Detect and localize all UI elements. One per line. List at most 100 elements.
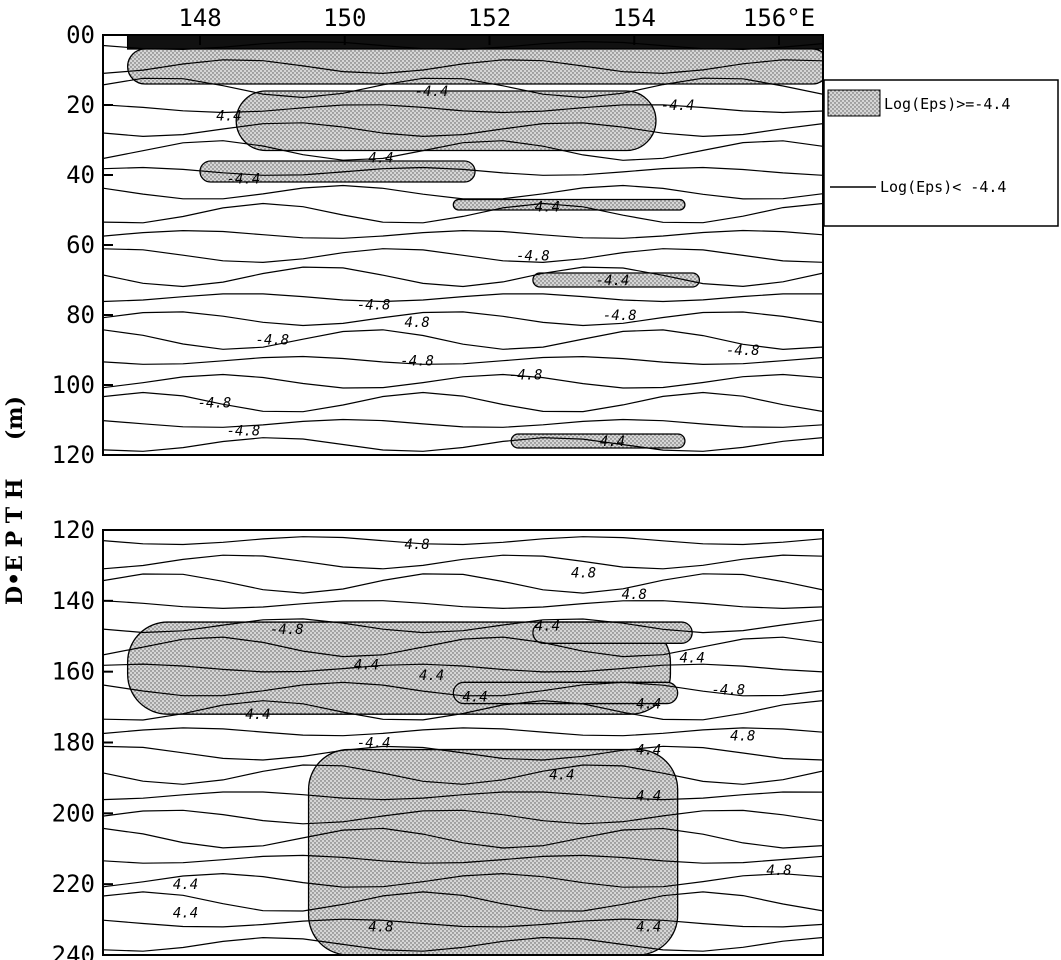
lower-contour-label-18: 4.4 [173, 877, 198, 893]
lower-contour-label-19: 4.4 [173, 906, 198, 922]
lower-contour-label-10: 4.4 [636, 697, 661, 713]
lower-contour-line-10 [103, 745, 823, 761]
upper-contour-label-15: -4.8 [198, 396, 232, 412]
upper-contour-line-18 [103, 418, 823, 428]
lower-contour-line-2 [103, 573, 823, 594]
upper-panel: -4.4 -4.4 4.4 4.4 -4.4 4.4 -4.8 -4.4 -4.8 -4.8 4.8… [52, 4, 824, 469]
upper-contour-label-11: -4.8 [256, 333, 290, 349]
upper-contour-line-6 [103, 166, 823, 176]
upper-contour-line-3 [103, 104, 823, 114]
legend-shaded-label: Log(Eps)>=-4.4 [884, 95, 1010, 113]
upper-contour-label-13: -4.8 [400, 354, 434, 370]
upper-contour-line-1 [103, 59, 823, 75]
upper-contour-label-0: -4.4 [415, 84, 449, 100]
upper-contour-label-5: 4.4 [535, 200, 560, 216]
x-tick-label-3: 154 [613, 4, 656, 32]
lower-contour-line-3 [103, 600, 823, 610]
upper-shaded-regions [126, 35, 823, 449]
upper-contour-line-16 [103, 373, 823, 389]
lower-contour-label-15: 4.4 [549, 767, 574, 783]
upper-contour-label-8: -4.8 [357, 298, 391, 314]
upper-contour-label-1: -4.4 [661, 98, 695, 114]
lower-panel: 4.8 4.8 4.8 -4.8 4.4 4.4 4.4 4.4 4.4 -4.8 4.4 4.4 4.… [52, 516, 824, 960]
lower-y-tick-label-5: 220 [52, 870, 95, 898]
lower-contour-label-21: 4.4 [636, 920, 661, 936]
lower-contour-line-1 [103, 554, 823, 570]
lower-contour-label-8: 4.4 [462, 689, 487, 705]
lower-contour-line-4 [103, 618, 823, 634]
upper-contour-line-15 [103, 355, 823, 366]
upper-contour-label-16: -4.8 [227, 424, 261, 440]
upper-contour-line-9 [103, 229, 823, 239]
upper-contour-labels: -4.4 -4.4 4.4 4.4 -4.4 4.4 -4.8 -4.4 -4.8 -4.8 4.8… [198, 84, 760, 450]
upper-y-tick-label-4: 80 [66, 301, 95, 329]
lower-shaded-regions [126, 621, 693, 955]
upper-contour-label-17: 4.4 [600, 434, 625, 450]
lower-contour-label-7: 4.4 [419, 668, 444, 684]
lower-contour-line-0 [103, 536, 823, 546]
upper-contour-line-7 [103, 184, 823, 200]
upper-contour-label-3: 4.4 [368, 151, 393, 167]
lower-shaded-region-3 [452, 681, 679, 705]
lower-y-tick-label-1: 140 [52, 587, 95, 615]
lower-contour-label-17: 4.8 [766, 863, 791, 879]
upper-shaded-region-3 [199, 160, 476, 183]
lower-contour-line-9 [103, 727, 823, 737]
lower-contour-line-8 [103, 699, 823, 721]
upper-contour-line-10 [103, 248, 823, 264]
upper-contour-label-10: 4.8 [404, 315, 429, 331]
lower-contour-label-1: 4.8 [571, 566, 596, 582]
upper-contour-line-17 [103, 391, 823, 413]
lower-contour-label-5: 4.4 [680, 651, 705, 667]
upper-y-tick-label-2: 40 [66, 161, 95, 189]
lower-y-tick-label-3: 180 [52, 729, 95, 757]
upper-shaded-region-4 [452, 198, 686, 211]
upper-y-axis-ticks: 00 20 40 60 80 100 120 [52, 21, 113, 469]
lower-contour-labels: 4.8 4.8 4.8 -4.8 4.4 4.4 4.4 4.4 4.4 -4.8 4.4 4.4 4.… [173, 537, 792, 936]
lower-contour-line-6 [103, 663, 823, 673]
legend-shaded-swatch [827, 89, 881, 117]
lower-contour-label-16: 4.4 [636, 789, 661, 805]
lower-contour-line-19 [103, 936, 823, 952]
upper-contour-label-6: -4.8 [516, 249, 550, 265]
x-tick-label-1: 150 [323, 4, 366, 32]
lower-contour-label-14: 4.4 [636, 743, 661, 759]
lower-contour-line-5 [103, 636, 823, 658]
lower-contour-line-13 [103, 809, 823, 825]
upper-shaded-region-2 [235, 90, 657, 152]
upper-contour-line-11 [103, 266, 823, 288]
lower-contour-line-14 [103, 827, 823, 849]
x-tick-label-4: 156°E [743, 4, 815, 32]
upper-contour-line-19 [103, 437, 823, 452]
upper-y-tick-label-6: 120 [52, 441, 95, 469]
upper-contour-label-14: -4.8 [509, 368, 543, 384]
lower-contour-label-4: 4.4 [535, 619, 560, 635]
upper-contour-lines [103, 40, 823, 452]
x-tick-label-2: 152 [468, 4, 511, 32]
upper-y-tick-label-1: 20 [66, 91, 95, 119]
x-tick-label-0: 148 [178, 4, 221, 32]
upper-y-tick-label-5: 100 [52, 371, 95, 399]
upper-y-tick-label-3: 60 [66, 231, 95, 259]
upper-contour-line-14 [103, 329, 823, 351]
lower-contour-line-18 [103, 918, 823, 928]
lower-contour-line-11 [103, 764, 823, 785]
lower-y-axis-ticks: 120 140 160 180 200 220 240 [52, 516, 113, 960]
lower-contour-line-16 [103, 872, 823, 888]
lower-contour-line-17 [103, 891, 823, 912]
lower-contour-label-12: 4.8 [730, 728, 755, 744]
lower-contour-line-15 [103, 854, 823, 864]
lower-contour-label-6: 4.4 [354, 658, 379, 674]
lower-contour-label-11: 4.4 [245, 707, 270, 723]
lower-contour-line-7 [103, 681, 823, 697]
lower-y-tick-label-4: 200 [52, 799, 95, 827]
upper-y-tick-label-0: 00 [66, 21, 95, 49]
upper-contour-label-4: -4.4 [227, 172, 261, 188]
upper-contour-line-8 [103, 202, 823, 224]
upper-contour-line-2 [103, 77, 823, 99]
lower-y-tick-label-6: 240 [52, 941, 95, 960]
lower-contour-label-13: -4.4 [357, 736, 391, 752]
upper-shaded-region-5 [532, 272, 701, 288]
lower-contour-label-3: -4.8 [270, 622, 304, 638]
